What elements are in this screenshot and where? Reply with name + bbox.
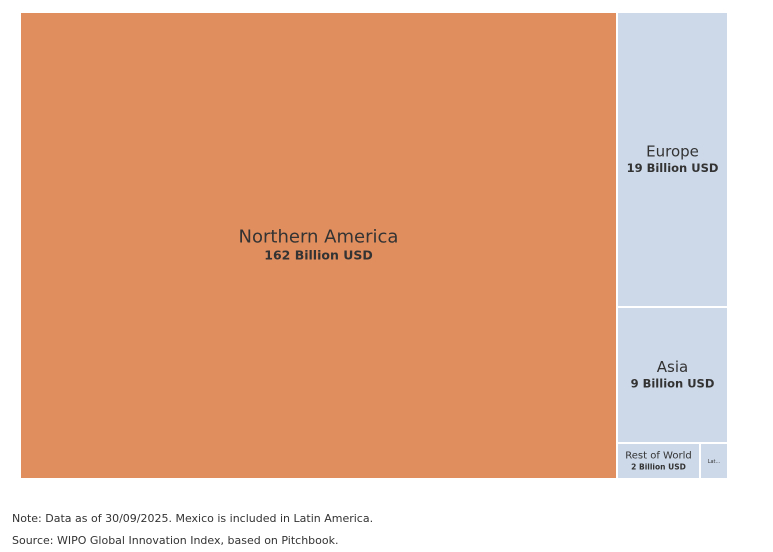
treemap-tile-europe (618, 13, 727, 306)
chart-note: Note: Data as of 30/09/2025. Mexico is i… (12, 512, 374, 525)
treemap-tile-lat (701, 444, 727, 478)
treemap-value-rest-of-world: 2 Billion USD (631, 463, 686, 472)
treemap-label-europe: Europe (646, 142, 699, 160)
treemap-label-asia: Asia (657, 358, 688, 376)
treemap-label-lat: Lat... (708, 459, 721, 465)
treemap-label-rest-of-world: Rest of World (625, 451, 691, 462)
treemap-tile-rest-of-world (618, 444, 699, 478)
treemap-tile-northern-america (21, 13, 616, 478)
chart-source: Source: WIPO Global Innovation Index, ba… (12, 534, 339, 547)
treemap-value-europe: 19 Billion USD (627, 161, 719, 175)
treemap-tile-asia (618, 308, 727, 442)
treemap-value-asia: 9 Billion USD (631, 377, 715, 391)
treemap-value-northern-america: 162 Billion USD (264, 247, 372, 262)
treemap-label-northern-america: Northern America (239, 226, 399, 247)
